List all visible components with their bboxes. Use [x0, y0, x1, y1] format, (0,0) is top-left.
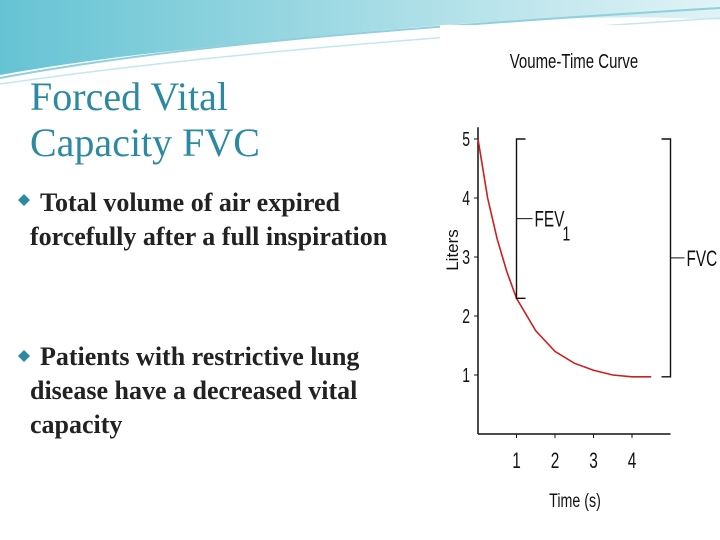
- bracket-subscript: 1: [563, 222, 571, 245]
- y-axis-label: Liters: [443, 229, 462, 271]
- y-tick-label: 1: [462, 363, 470, 386]
- y-tick-label: 4: [462, 186, 470, 209]
- y-tick-label: 2: [462, 304, 470, 327]
- bullet: Total volume of air expired forcefully a…: [30, 188, 388, 251]
- bracket-label: FVC: [687, 247, 718, 271]
- bracket-label: FEV: [535, 208, 565, 232]
- curve: [477, 138, 652, 378]
- bracket: [661, 138, 672, 378]
- x-tick-label: 1: [512, 449, 521, 473]
- chart-title: Voume-Time Curve: [510, 50, 639, 73]
- x-axis-label: Time (s): [549, 490, 601, 511]
- y-tick-label: 3: [462, 245, 470, 268]
- x-tick-label: 4: [628, 449, 637, 473]
- bullet: Patients with restrictive lung disease h…: [30, 342, 360, 439]
- x-tick-label: 3: [589, 449, 598, 473]
- y-tick-label: 5: [462, 127, 470, 150]
- x-tick-label: 2: [551, 449, 560, 473]
- slide-title: Forced Vital Capacity FVC: [30, 74, 260, 165]
